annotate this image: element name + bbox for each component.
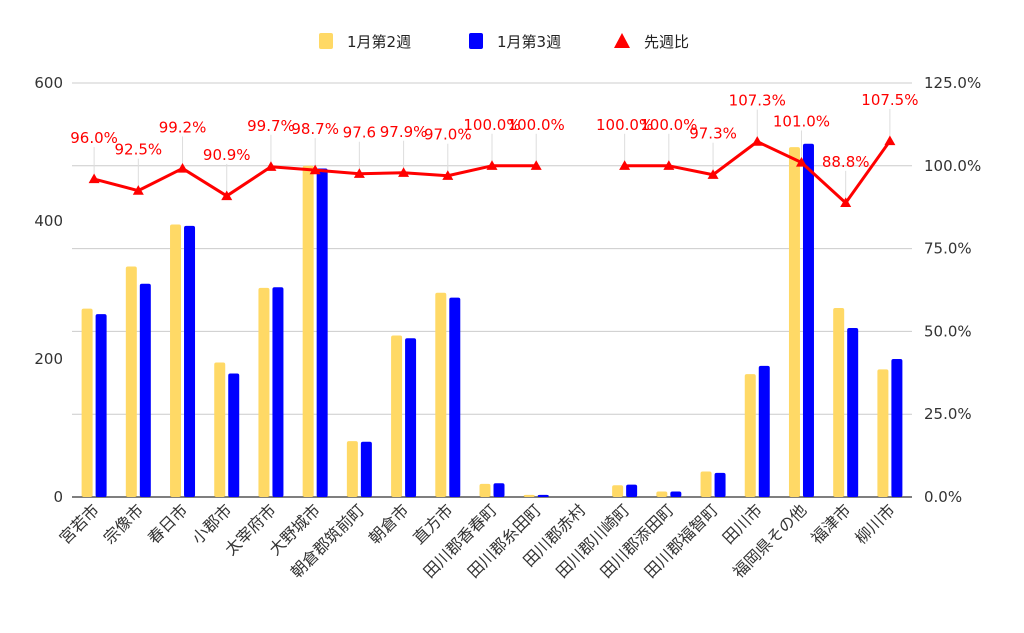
marker-先週比 — [884, 135, 896, 146]
y-right-tick-label: 25.0% — [924, 405, 972, 423]
data-label: 96.0% — [70, 129, 118, 147]
x-tick-label: 朝倉市 — [365, 500, 412, 547]
data-label: 100.0% — [508, 116, 565, 134]
bar-1月第3週 — [758, 365, 770, 497]
x-tick-label: 宮若市 — [56, 500, 103, 547]
y-right-tick-label: 100.0% — [924, 157, 981, 175]
data-label: 90.9% — [203, 146, 251, 164]
data-label: 100.0% — [640, 116, 697, 134]
legend-swatch-1月第2週 — [319, 33, 333, 49]
y-left-tick-label: 600 — [34, 74, 63, 92]
y-right-tick-label: 125.0% — [924, 74, 981, 92]
bar-1月第3週 — [139, 283, 151, 497]
marker-先週比 — [530, 160, 542, 170]
legend-label: 1月第3週 — [497, 33, 561, 51]
bar-1月第2週 — [833, 307, 845, 497]
bar-1月第3週 — [537, 494, 549, 497]
bar-1月第2週 — [523, 494, 535, 497]
marker-先週比 — [88, 173, 100, 184]
bar-1月第2週 — [125, 266, 137, 497]
data-label: 99.7% — [247, 117, 295, 135]
marker-先週比 — [707, 169, 719, 179]
bar-1月第3週 — [802, 143, 814, 497]
y-left-tick-label: 200 — [34, 350, 63, 368]
bar-1月第2週 — [612, 485, 624, 497]
bar-1月第2週 — [391, 335, 403, 497]
marker-先週比 — [353, 168, 365, 178]
y-right-tick-label: 50.0% — [924, 322, 972, 340]
bar-1月第3週 — [272, 287, 284, 497]
bar-1月第3週 — [626, 484, 638, 497]
marker-先週比 — [751, 136, 763, 146]
line-先週比 — [624, 140, 892, 205]
marker-先週比 — [486, 160, 498, 170]
bar-1月第2週 — [214, 362, 226, 497]
bar-1月第2週 — [81, 308, 93, 497]
bar-1月第2週 — [479, 483, 491, 497]
bar-1月第2週 — [656, 491, 668, 497]
marker-先週比 — [177, 162, 189, 173]
bar-1月第3週 — [360, 441, 372, 497]
y-right-tick-label: 0.0% — [924, 488, 962, 506]
data-label: 97.9% — [380, 123, 428, 141]
data-label: 98.7% — [291, 120, 339, 138]
marker-先週比 — [442, 170, 454, 180]
bar-1月第3週 — [847, 327, 859, 497]
bar-1月第3週 — [891, 359, 903, 497]
marker-先週比 — [132, 185, 144, 195]
legend-swatch-1月第3週 — [469, 33, 483, 49]
y-left-tick-label: 400 — [34, 212, 63, 230]
data-label: 92.5% — [114, 141, 162, 159]
bar-1月第2週 — [170, 224, 182, 497]
marker-先週比 — [265, 161, 277, 171]
data-label: 107.3% — [729, 92, 786, 110]
bar-1月第3週 — [670, 491, 682, 497]
y-left-tick-label: 0 — [53, 488, 63, 506]
data-label: 100.0% — [596, 116, 653, 134]
legend-swatch-先週比 — [614, 33, 630, 48]
marker-先週比 — [221, 190, 233, 201]
bar-1月第3週 — [493, 483, 505, 497]
marker-先週比 — [795, 156, 807, 167]
bar-1月第3週 — [95, 314, 107, 497]
bar-1月第2週 — [346, 441, 358, 497]
bar-1月第3週 — [449, 297, 461, 497]
bar-1月第2週 — [435, 292, 447, 497]
bar-1月第2週 — [302, 165, 314, 498]
bar-1月第2週 — [700, 471, 712, 497]
marker-先週比 — [309, 164, 321, 175]
bar-1月第3週 — [184, 225, 196, 497]
x-tick-label: 春日市 — [144, 500, 191, 547]
x-tick-label: 宗像市 — [100, 500, 147, 547]
data-label: 101.0% — [773, 112, 830, 130]
legend-label: 先週比 — [644, 33, 689, 51]
data-label: 88.8% — [822, 153, 870, 171]
marker-先週比 — [840, 197, 852, 208]
data-label: 100.0% — [463, 116, 520, 134]
data-label: 107.5% — [861, 91, 918, 109]
bar-1月第3週 — [405, 338, 417, 497]
y-right-tick-label: 75.0% — [924, 240, 972, 258]
data-label: 99.2% — [159, 118, 207, 136]
marker-先週比 — [619, 160, 631, 170]
bar-1月第2週 — [788, 147, 800, 498]
legend-label: 1月第2週 — [347, 33, 411, 51]
data-label: 97.3% — [689, 125, 737, 143]
marker-先週比 — [398, 167, 410, 177]
bar-1月第3週 — [714, 472, 726, 497]
data-label: 97.0% — [424, 126, 472, 144]
data-label: 97.6 — [343, 124, 376, 142]
bar-1月第2週 — [258, 287, 270, 497]
x-tick-label: 柳川市 — [851, 500, 898, 547]
x-tick-label: 福津市 — [807, 500, 854, 547]
bar-1月第3週 — [316, 168, 328, 497]
marker-先週比 — [663, 160, 675, 170]
bar-1月第2週 — [877, 369, 889, 497]
bar-1月第2週 — [744, 374, 756, 497]
bar-1月第3週 — [228, 373, 240, 497]
